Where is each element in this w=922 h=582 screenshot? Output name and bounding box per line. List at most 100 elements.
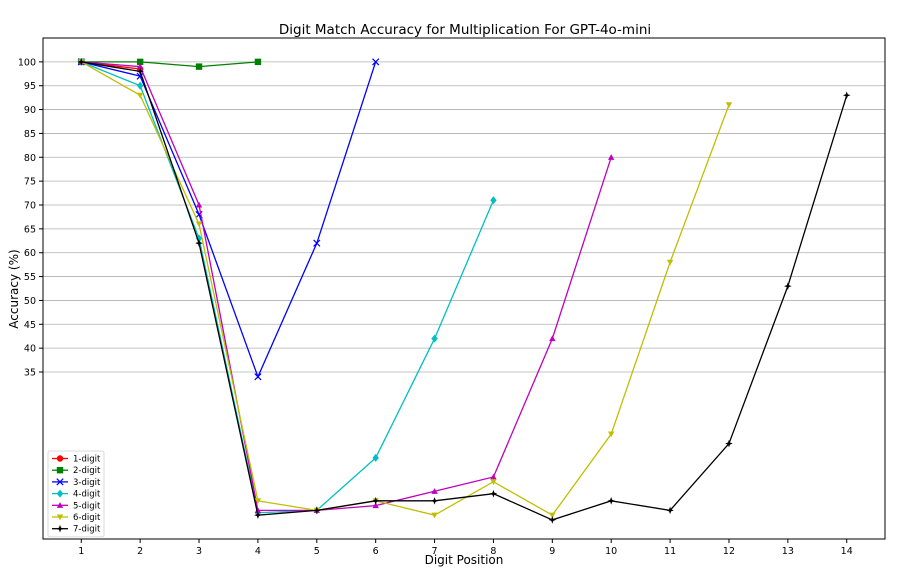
y-tick-label-95: 95 — [24, 81, 36, 92]
plot-area — [42, 37, 886, 540]
x-tick-label-2: 2 — [137, 546, 143, 557]
data-point-7-digit-8 — [489, 489, 498, 498]
data-point-5-digit-6 — [372, 502, 379, 509]
legend-marker-1-digit — [56, 455, 64, 462]
legend-marker-5-digit — [56, 502, 64, 508]
legend-label-2-digit: 2-digit — [73, 466, 101, 476]
legend-marker-4-digit — [56, 489, 64, 498]
x-axis-label: Digit Position — [425, 553, 504, 567]
series-line-7-digit — [81, 61, 848, 521]
data-point-6-digit-4 — [254, 498, 262, 505]
y-tick-label-85: 85 — [24, 129, 36, 140]
legend-label-1-digit: 1-digit — [73, 455, 101, 465]
data-point-2-digit-4 — [254, 58, 262, 66]
y-tick-label-50: 50 — [24, 296, 36, 307]
x-tick-label-5: 5 — [314, 546, 320, 557]
legend-label-4-digit: 4-digit — [73, 490, 101, 500]
y-tick-label-100: 100 — [18, 57, 36, 68]
legend-marker-3-digit — [56, 478, 64, 486]
y-axis-label: Accuracy (%) — [7, 249, 21, 328]
x-axis-ticks: 1 2 3 4 5 6 7 8 9 10 11 12 13 14 — [78, 539, 853, 557]
data-point-7-digit-7 — [430, 497, 439, 505]
legend-item-2-digit: 2-digit — [52, 466, 101, 476]
data-point-5-digit-2 — [136, 63, 144, 70]
x-tick-label-14: 14 — [841, 546, 853, 557]
y-tick-label-45: 45 — [24, 320, 36, 331]
legend-item-7-digit: 7-digit — [52, 525, 101, 535]
data-point-5-digit-9 — [549, 335, 556, 342]
series-line-5-digit — [81, 61, 612, 512]
x-tick-label-1: 1 — [78, 546, 84, 557]
x-tick-label-11: 11 — [664, 546, 676, 557]
data-point-5-digit-4 — [254, 507, 262, 513]
data-point-7-digit-10 — [607, 497, 615, 505]
data-point-4-digit-2 — [136, 81, 144, 90]
data-point-7-digit-9 — [548, 516, 557, 524]
legend-label-3-digit: 3-digit — [73, 478, 101, 488]
y-tick-label-70: 70 — [24, 201, 36, 212]
legend-item-1-digit: 1-digit — [52, 455, 101, 465]
x-tick-label-10: 10 — [605, 546, 617, 557]
data-point-6-digit-11 — [666, 259, 674, 266]
data-point-5-digit-7 — [431, 488, 438, 494]
x-tick-label-7: 7 — [432, 546, 438, 557]
data-point-6-digit-8 — [490, 479, 497, 485]
data-point-7-digit-13 — [784, 282, 792, 290]
y-tick-label-35: 35 — [24, 368, 36, 379]
data-point-7-digit-5 — [313, 506, 321, 515]
data-point-7-digit-14 — [842, 91, 851, 100]
legend-item-3-digit: 3-digit — [52, 478, 101, 488]
data-point-3-digit-4 — [254, 373, 262, 381]
series-7-digit — [77, 58, 851, 524]
data-point-7-digit-11 — [666, 506, 674, 515]
data-point-2-digit-2 — [136, 58, 144, 66]
data-point-3-digit-6 — [372, 58, 380, 66]
data-point-6-digit-9 — [549, 512, 556, 519]
series-line-4-digit — [81, 61, 495, 514]
y-axis-ticks: 35 40 45 50 55 60 65 70 75 80 85 90 95 100 — [18, 57, 43, 379]
x-tick-label-12: 12 — [723, 546, 735, 557]
legend-marker-6-digit — [56, 514, 64, 521]
data-point-7-digit-6 — [371, 497, 380, 505]
x-tick-label-6: 6 — [373, 546, 379, 557]
data-point-7-digit-3 — [195, 239, 203, 247]
chart-title: Digit Match Accuracy for Multiplication … — [279, 22, 651, 38]
data-point-7-digit-12 — [725, 439, 733, 448]
series-6-digit — [78, 59, 733, 519]
data-point-7-digit-1 — [77, 58, 86, 66]
x-tick-label-13: 13 — [782, 546, 794, 557]
y-tick-label-75: 75 — [24, 177, 36, 188]
gridlines — [43, 61, 885, 373]
data-point-6-digit-12 — [725, 102, 733, 108]
legend-item-6-digit: 6-digit — [52, 513, 101, 523]
data-point-6-digit-10 — [608, 431, 615, 438]
x-tick-label-8: 8 — [490, 546, 496, 557]
series-layer — [77, 57, 851, 524]
series-3-digit — [77, 58, 380, 381]
data-point-6-digit-3 — [195, 221, 203, 228]
y-tick-label-40: 40 — [24, 344, 36, 355]
legend-marker-7-digit — [56, 524, 64, 533]
data-point-5-digit-3 — [195, 201, 203, 208]
data-point-4-digit-7 — [431, 334, 438, 343]
data-point-2-digit-3 — [195, 63, 203, 70]
data-point-6-digit-7 — [431, 512, 438, 519]
series-line-6-digit — [80, 61, 730, 516]
series-4-digit — [78, 57, 497, 517]
data-point-7-digit-4 — [254, 511, 262, 519]
x-tick-label-3: 3 — [196, 546, 202, 557]
series-line-3-digit — [81, 61, 377, 379]
data-point-5-digit-10 — [608, 154, 615, 160]
y-tick-label-65: 65 — [24, 224, 36, 235]
x-tick-label-4: 4 — [255, 546, 261, 557]
y-tick-label-90: 90 — [24, 105, 36, 116]
data-point-4-digit-6 — [372, 453, 379, 462]
legend-item-4-digit: 4-digit — [52, 489, 101, 500]
data-point-5-digit-8 — [490, 473, 497, 480]
y-tick-label-60: 60 — [24, 248, 36, 259]
data-point-3-digit-5 — [313, 239, 321, 247]
data-point-6-digit-2 — [136, 92, 144, 99]
y-tick-label-80: 80 — [24, 153, 36, 164]
